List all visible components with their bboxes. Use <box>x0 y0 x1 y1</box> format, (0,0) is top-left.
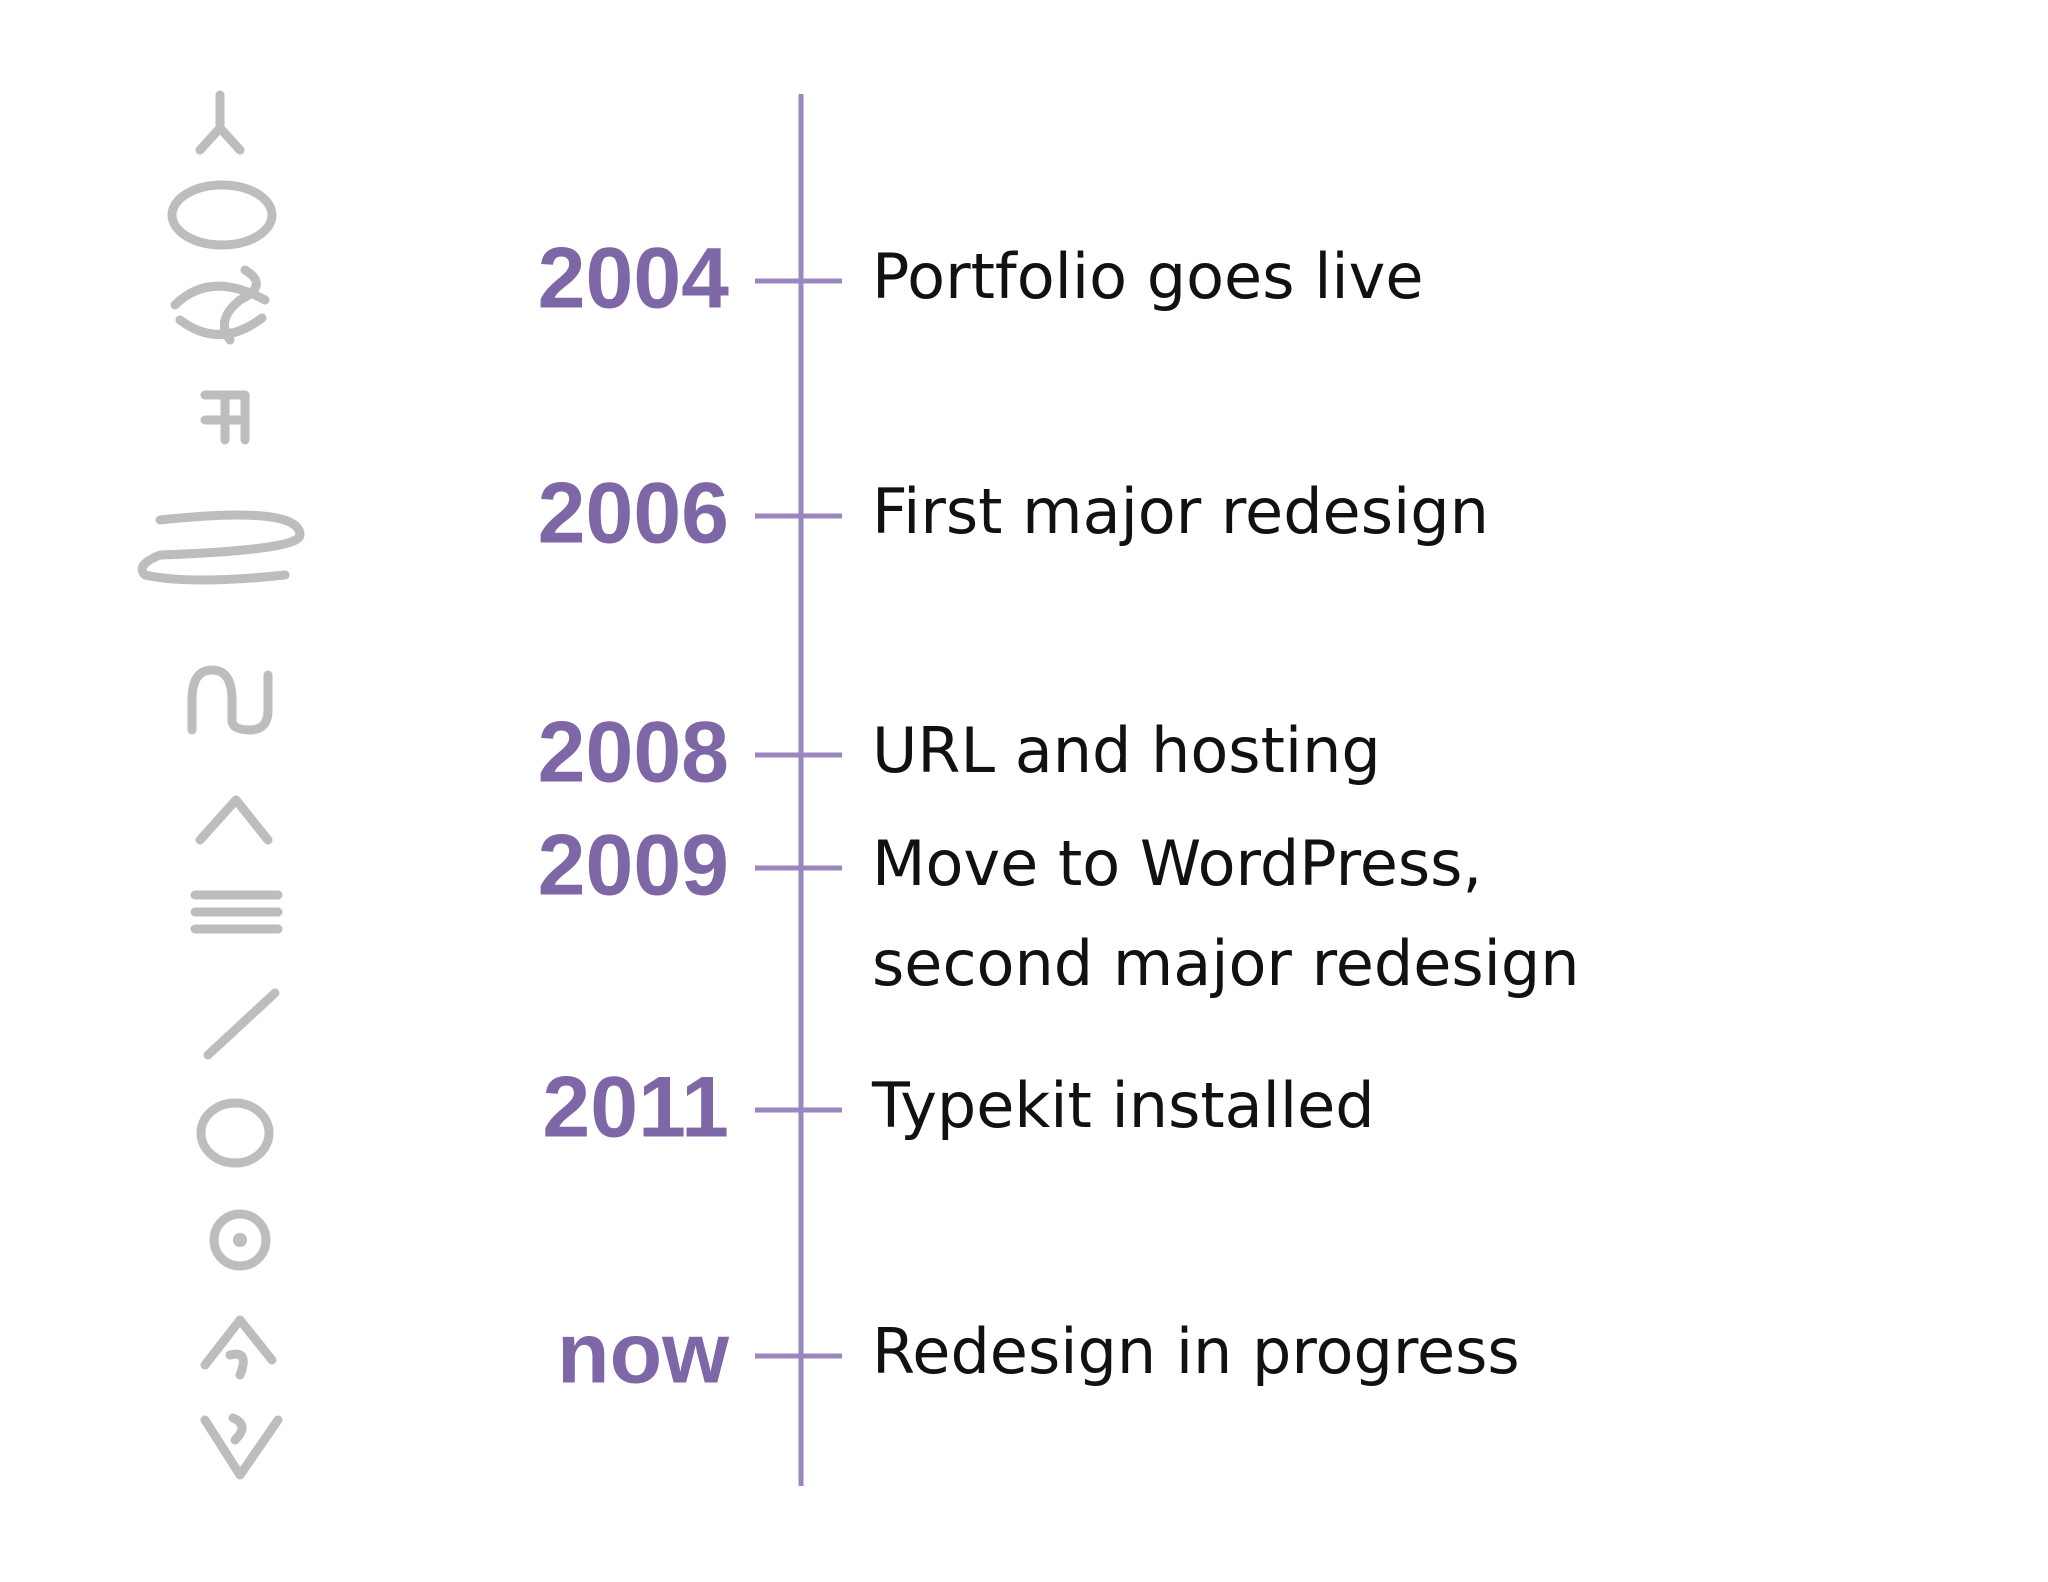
year: 2009 <box>538 818 729 914</box>
event-label: Redesign in progress <box>872 1315 1520 1388</box>
year: now <box>557 1306 730 1402</box>
event-label: URL and hosting <box>872 714 1381 787</box>
event-label: Portfolio goes live <box>872 240 1424 313</box>
decorative-glyphs <box>137 90 305 1480</box>
event-label: second major redesign <box>872 927 1580 1000</box>
event-label: Typekit installed <box>871 1069 1375 1142</box>
event-label: First major redesign <box>872 475 1489 548</box>
year: 2011 <box>542 1060 729 1156</box>
year: 2008 <box>538 705 729 801</box>
year: 2006 <box>538 466 729 562</box>
event-label: Move to WordPress, <box>872 827 1482 900</box>
year: 2004 <box>538 231 729 327</box>
